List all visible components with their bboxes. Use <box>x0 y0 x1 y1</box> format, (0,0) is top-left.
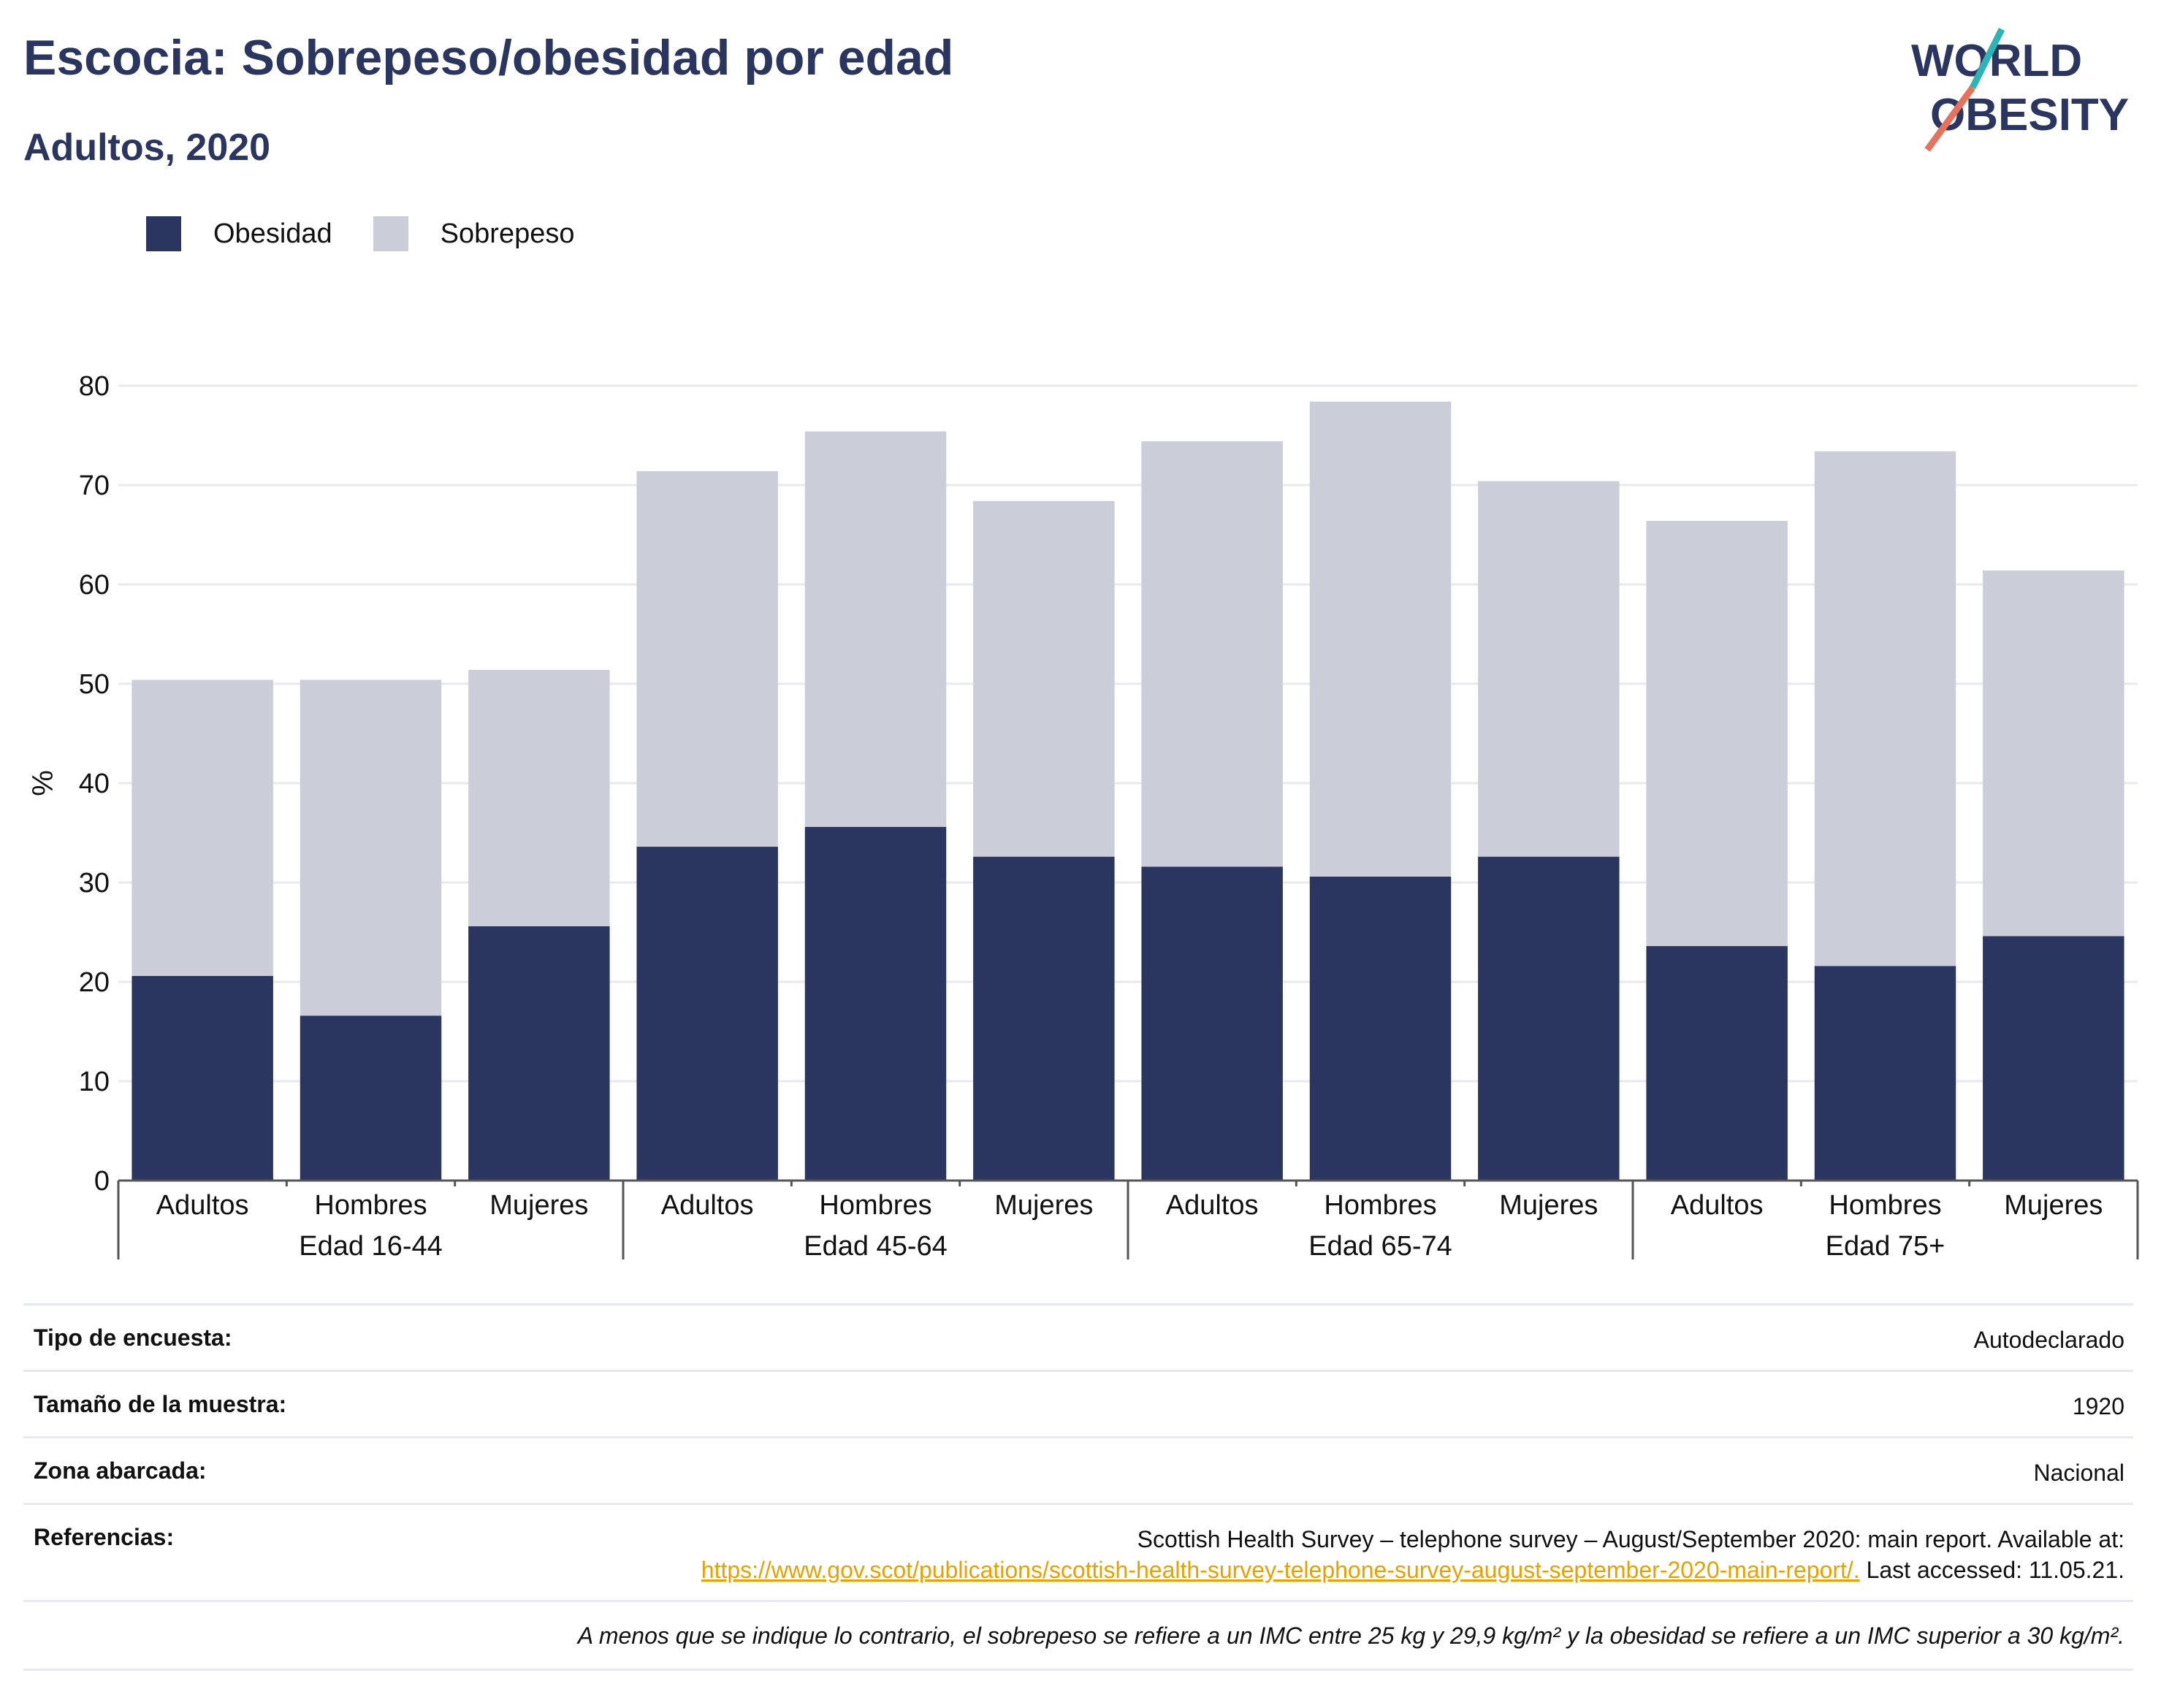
info-label: Zona abarcada: <box>34 1457 207 1484</box>
info-value: Nacional <box>2033 1460 2124 1486</box>
bar-sobrepeso <box>132 679 273 976</box>
x-tick-label: Mujeres <box>489 1190 588 1221</box>
x-tick-label: Mujeres <box>1499 1190 1598 1221</box>
info-label: Tipo de encuesta: <box>34 1324 232 1351</box>
bar-obesidad <box>636 847 778 1181</box>
references-text: Scottish Health Survey – telephone surve… <box>1137 1526 2124 1552</box>
survey-info-table: Tipo de encuesta: Autodeclarado Tamaño d… <box>23 1303 2133 1671</box>
bar-obesidad <box>1141 866 1283 1181</box>
definition-note: A menos que se indique lo contrario, el … <box>23 1600 2133 1671</box>
group-label: Edad 75+ <box>1826 1231 1945 1262</box>
y-tick-label: 30 <box>79 868 110 899</box>
bar-obesidad <box>1814 966 1956 1181</box>
y-axis-label: % <box>27 770 59 796</box>
info-row-area: Zona abarcada: Nacional <box>23 1436 2133 1503</box>
bar-obesidad <box>1983 936 2124 1181</box>
legend-item-sobrepeso[interactable]: Sobrepeso <box>373 216 575 251</box>
bar-obesidad <box>973 856 1115 1181</box>
x-tick-label: Adultos <box>156 1190 249 1221</box>
info-label: Referencias: <box>34 1524 175 1550</box>
logo-line2: OBESITY <box>1930 90 2129 140</box>
legend-swatch-obesidad <box>146 216 181 251</box>
x-tick-label: Adultos <box>1166 1190 1259 1221</box>
bar-sobrepeso <box>804 431 947 827</box>
bar-sobrepeso <box>468 669 610 926</box>
legend-label-obesidad: Obesidad <box>213 218 332 249</box>
legend-label-sobrepeso: Sobrepeso <box>440 218 575 249</box>
bar-obesidad <box>1309 876 1452 1181</box>
chart-title: Escocia: Sobrepeso/obesidad por edad <box>23 30 954 85</box>
x-tick-label: Hombres <box>1324 1190 1436 1221</box>
x-tick-label: Adultos <box>1671 1190 1764 1221</box>
x-tick-label: Adultos <box>661 1190 754 1221</box>
bar-sobrepeso <box>1814 451 1956 967</box>
logo-coral-slash <box>1924 85 1975 152</box>
info-row-references: Referencias: Scottish Health Survey – te… <box>23 1503 2133 1600</box>
bar-sobrepeso <box>1646 520 1788 947</box>
bar-sobrepeso <box>1478 481 1620 857</box>
group-label: Edad 65-74 <box>1308 1231 1452 1262</box>
bar-sobrepeso <box>973 500 1115 857</box>
bar-chart: 0 10 20 30 40 50 60 70 80% Adultos Hombres Mujeres A… <box>27 371 2139 1262</box>
logo-teal-slash <box>1969 27 2005 90</box>
x-tick-label: Mujeres <box>2004 1190 2103 1221</box>
references-value: Scottish Health Survey – telephone surve… <box>701 1524 2124 1585</box>
bar-sobrepeso <box>300 679 442 1016</box>
y-tick-label: 60 <box>79 570 110 601</box>
x-tick-label: Hombres <box>1829 1190 1941 1221</box>
x-tick-label: Hombres <box>314 1190 427 1221</box>
legend-item-obesidad[interactable]: Obesidad <box>146 216 332 251</box>
group-label: Edad 45-64 <box>804 1231 948 1262</box>
bar-obesidad <box>1478 856 1620 1181</box>
bar-obesidad <box>468 926 610 1181</box>
bar-obesidad <box>132 975 273 1181</box>
y-tick-label: 10 <box>79 1067 110 1097</box>
bar-sobrepeso <box>1309 401 1452 877</box>
bar-sobrepeso <box>1983 570 2124 937</box>
y-tick-label: 0 <box>94 1166 110 1197</box>
y-tick-label: 40 <box>79 769 110 799</box>
references-accessed: Last accessed: 11.05.21. <box>1866 1557 2124 1583</box>
group-label: Edad 16-44 <box>299 1231 443 1262</box>
x-tick-label: Hombres <box>819 1190 931 1221</box>
legend-swatch-sobrepeso <box>373 216 408 251</box>
bar-sobrepeso <box>636 470 778 847</box>
info-value: 1920 <box>2072 1393 2124 1419</box>
bar-obesidad <box>300 1015 442 1181</box>
bar-obesidad <box>804 826 947 1181</box>
y-tick-label: 80 <box>79 371 110 402</box>
legend: Obesidad Sobrepeso <box>146 216 615 251</box>
info-row-sample-size: Tamaño de la muestra: 1920 <box>23 1370 2133 1436</box>
world-obesity-logo: WORLD OBESITY <box>1911 27 2129 152</box>
info-row-survey-type: Tipo de encuesta: Autodeclarado <box>23 1303 2133 1370</box>
bar-obesidad <box>1646 946 1788 1181</box>
bar-sobrepeso <box>1141 441 1283 867</box>
y-tick-label: 20 <box>79 967 110 998</box>
info-value: Autodeclarado <box>1973 1327 2124 1353</box>
references-link[interactable]: https://www.gov.scot/publications/scotti… <box>701 1557 1860 1583</box>
chart-subtitle: Adultos, 2020 <box>23 126 271 169</box>
info-label: Tamaño de la muestra: <box>34 1391 287 1417</box>
y-tick-label: 70 <box>79 470 110 501</box>
y-tick-label: 50 <box>79 669 110 700</box>
x-tick-label: Mujeres <box>994 1190 1093 1221</box>
